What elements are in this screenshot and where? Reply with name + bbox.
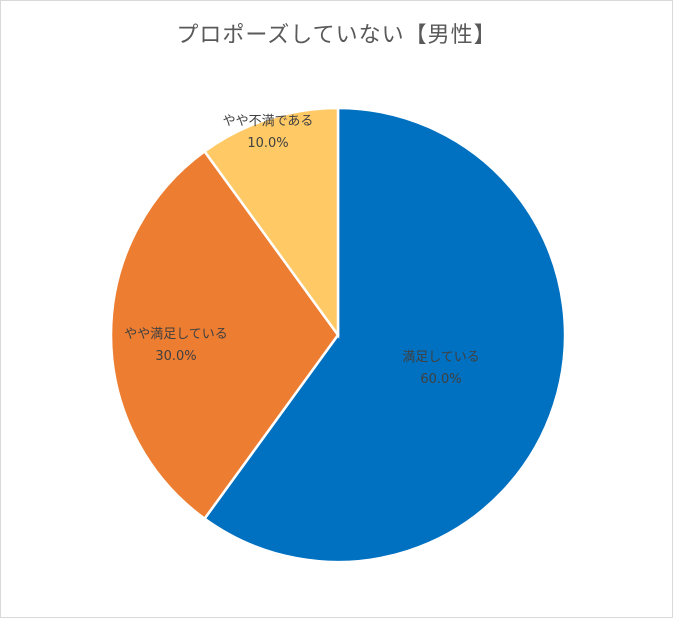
- chart-title: プロポーズしていない【男性】: [176, 23, 497, 48]
- slice-label-2: やや満足している: [124, 327, 228, 342]
- slice-value-label-1: 60.0%: [420, 372, 461, 387]
- pie-slice-2: [109, 149, 340, 521]
- pie-slice-1: [202, 106, 567, 564]
- pie-slice-3: [202, 106, 340, 339]
- slice-value-label-3: 10.0%: [247, 136, 288, 151]
- slice-label-3: やや不満である: [223, 114, 314, 129]
- slice-value-label-2: 30.0%: [155, 349, 196, 364]
- slice-label-1: 満足している: [402, 350, 480, 365]
